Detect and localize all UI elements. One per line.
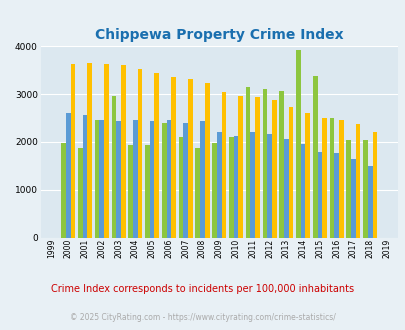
- Bar: [171, 77, 175, 238]
- Bar: [195, 148, 200, 238]
- Bar: [183, 123, 188, 238]
- Title: Chippewa Property Crime Index: Chippewa Property Crime Index: [95, 28, 343, 42]
- Bar: [312, 76, 317, 238]
- Bar: [317, 152, 322, 238]
- Bar: [245, 87, 250, 238]
- Bar: [128, 145, 133, 238]
- Bar: [262, 89, 266, 238]
- Bar: [87, 63, 92, 238]
- Bar: [133, 120, 137, 238]
- Bar: [149, 121, 154, 238]
- Bar: [355, 124, 360, 238]
- Text: Crime Index corresponds to incidents per 100,000 inhabitants: Crime Index corresponds to incidents per…: [51, 284, 354, 294]
- Bar: [145, 145, 149, 238]
- Bar: [350, 159, 355, 238]
- Bar: [111, 96, 116, 238]
- Bar: [345, 141, 350, 238]
- Bar: [78, 148, 83, 238]
- Bar: [83, 115, 87, 238]
- Bar: [254, 97, 259, 238]
- Bar: [154, 73, 159, 238]
- Bar: [162, 123, 166, 238]
- Bar: [300, 144, 305, 238]
- Bar: [367, 166, 372, 238]
- Bar: [295, 50, 300, 238]
- Bar: [305, 113, 309, 238]
- Bar: [333, 153, 338, 238]
- Bar: [137, 69, 142, 238]
- Bar: [66, 113, 70, 238]
- Bar: [250, 132, 254, 238]
- Bar: [266, 134, 271, 238]
- Bar: [288, 107, 293, 238]
- Bar: [121, 65, 125, 238]
- Bar: [228, 137, 233, 238]
- Bar: [212, 143, 216, 238]
- Bar: [178, 137, 183, 238]
- Bar: [104, 64, 109, 238]
- Bar: [372, 132, 376, 238]
- Bar: [338, 120, 343, 238]
- Bar: [70, 64, 75, 238]
- Text: © 2025 CityRating.com - https://www.cityrating.com/crime-statistics/: © 2025 CityRating.com - https://www.city…: [70, 313, 335, 322]
- Bar: [116, 121, 121, 238]
- Bar: [216, 132, 221, 238]
- Bar: [238, 96, 243, 238]
- Bar: [99, 120, 104, 238]
- Bar: [233, 136, 238, 238]
- Bar: [61, 143, 66, 238]
- Bar: [221, 92, 226, 238]
- Bar: [204, 83, 209, 238]
- Bar: [188, 79, 192, 238]
- Bar: [271, 100, 276, 238]
- Bar: [283, 139, 288, 238]
- Bar: [94, 120, 99, 238]
- Bar: [279, 91, 283, 238]
- Bar: [166, 120, 171, 238]
- Bar: [322, 118, 326, 238]
- Bar: [200, 121, 204, 238]
- Bar: [329, 118, 333, 238]
- Bar: [362, 140, 367, 238]
